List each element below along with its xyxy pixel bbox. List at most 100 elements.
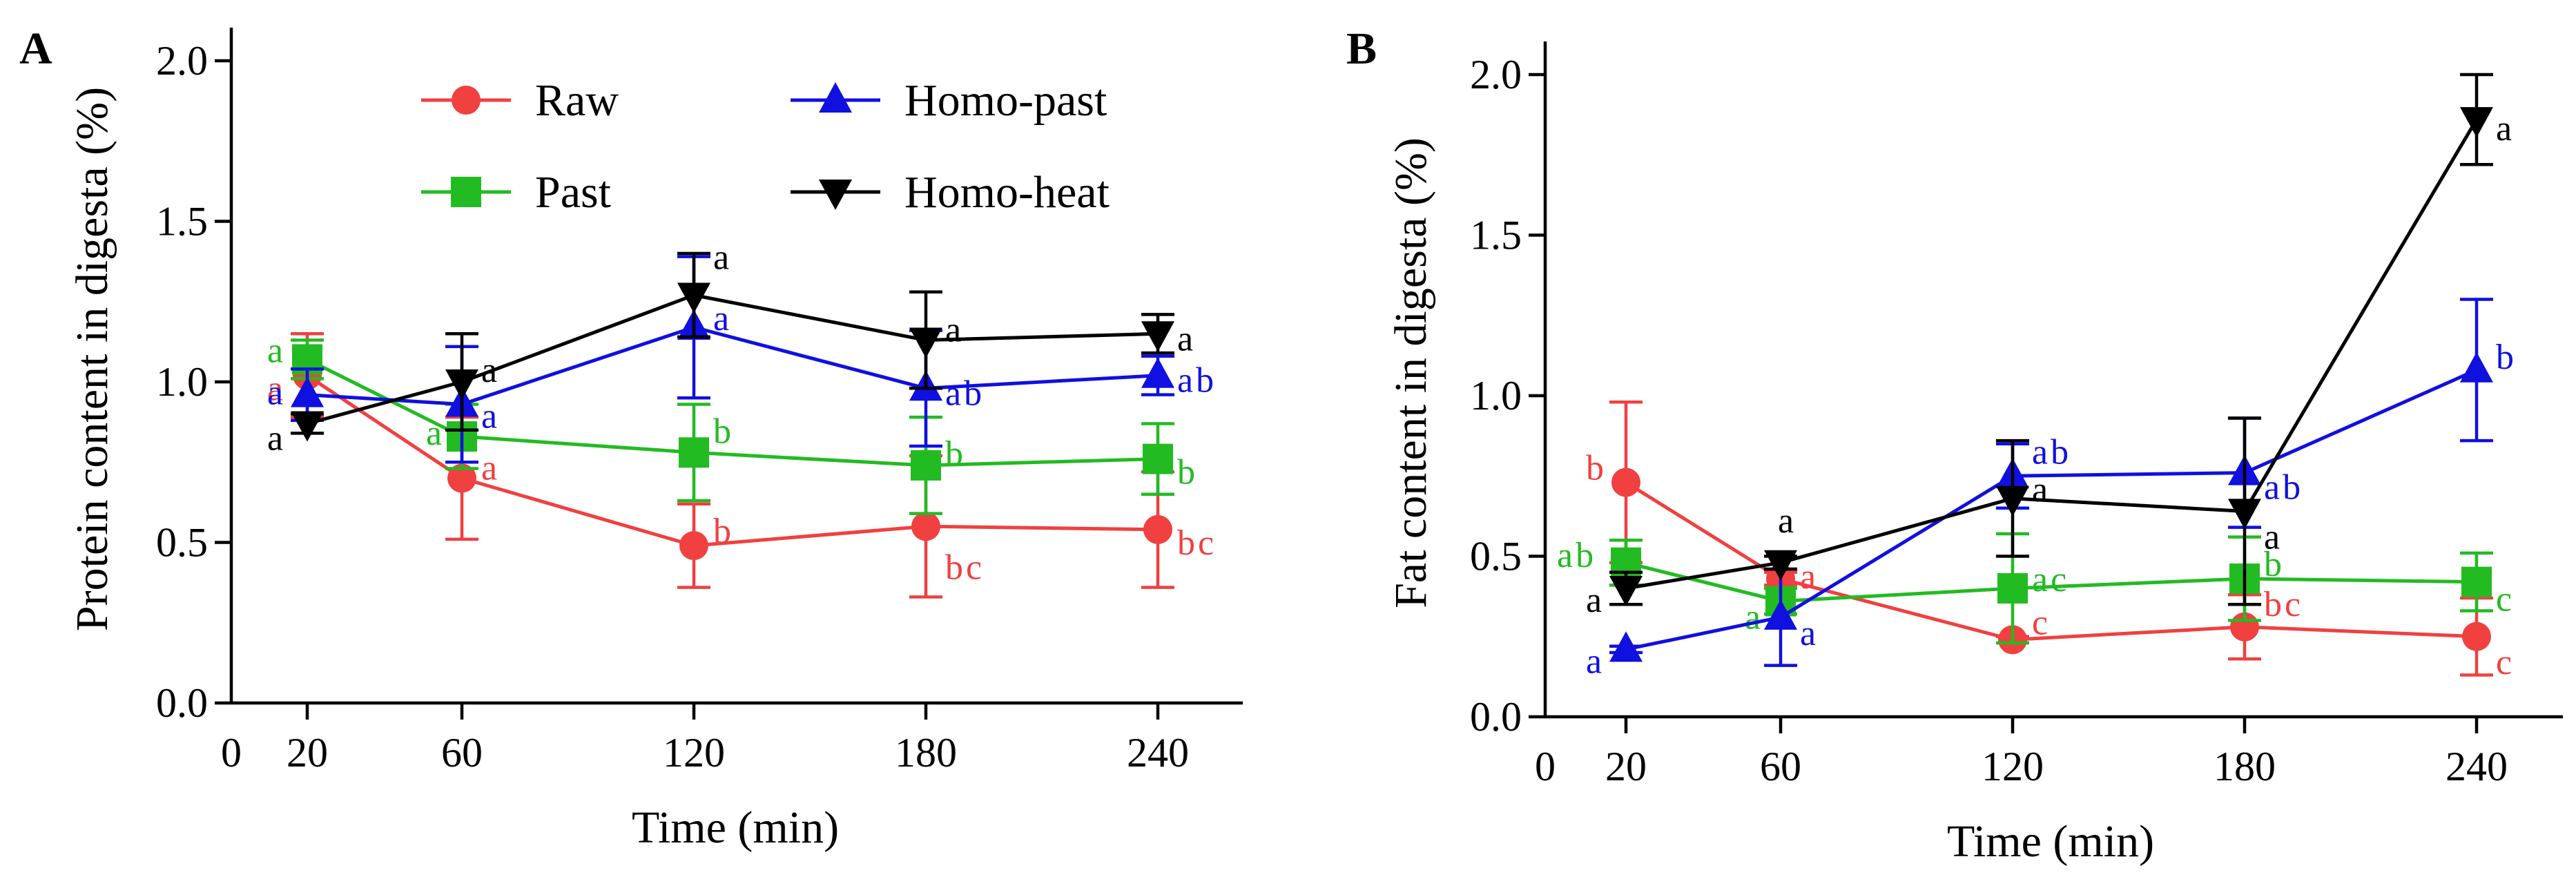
legend-marker bbox=[819, 180, 852, 210]
y-tick-label: 2.0 bbox=[156, 38, 208, 84]
significance-label: a bbox=[713, 238, 732, 277]
data-point bbox=[677, 282, 710, 314]
panel-a-protein-chart: A 0.00.51.01.52.00 20 60 120 180 240aabbcbcaa… bbox=[19, 23, 1243, 853]
y-tick-label: 0.5 bbox=[1470, 534, 1522, 579]
data-point bbox=[1609, 576, 1643, 606]
significance-label: a bbox=[1800, 557, 1819, 597]
x-tick-label: 240 bbox=[1127, 730, 1189, 775]
significance-label: b bbox=[1177, 453, 1198, 492]
legend-marker bbox=[451, 177, 481, 207]
significance-label: a bbox=[267, 331, 286, 370]
y-tick-label: 2.0 bbox=[1470, 52, 1522, 97]
significance-label: a bbox=[267, 374, 286, 413]
data-point bbox=[1996, 485, 2029, 517]
data-point bbox=[291, 376, 324, 407]
legend-item-raw: Raw bbox=[421, 75, 619, 126]
legend-a: Raw Past Homo-past Homo-heat bbox=[421, 75, 1110, 218]
significance-label: ac bbox=[2032, 560, 2069, 599]
x-tick-label: 0 bbox=[1535, 744, 1556, 789]
significance-label: a bbox=[2032, 470, 2051, 510]
significance-label: b bbox=[2264, 545, 2285, 584]
panel-a-letter: A bbox=[19, 23, 52, 74]
x-tick-label: 120 bbox=[663, 730, 725, 775]
data-point bbox=[1997, 573, 2028, 604]
data-point bbox=[679, 531, 708, 561]
legend-label: Raw bbox=[535, 75, 619, 126]
data-point bbox=[911, 450, 941, 481]
data-point bbox=[1143, 443, 1173, 474]
significance-label: bc bbox=[2264, 585, 2303, 624]
data-point bbox=[445, 369, 478, 400]
significance-label: bc bbox=[1177, 523, 1217, 563]
data-point bbox=[1611, 468, 1640, 497]
data-point bbox=[679, 437, 709, 468]
x-axis-title-a: Time (min) bbox=[632, 802, 839, 853]
significance-label: ab bbox=[2264, 468, 2303, 508]
significance-label: ab bbox=[1557, 536, 1596, 575]
significance-label: a bbox=[1745, 598, 1763, 637]
y-tick-label: 0.0 bbox=[156, 680, 208, 726]
significance-label: a bbox=[1778, 501, 1797, 541]
data-point bbox=[2462, 621, 2491, 651]
legend-marker bbox=[819, 82, 852, 113]
significance-label: a bbox=[2264, 517, 2283, 557]
y-tick-label: 1.5 bbox=[156, 199, 208, 244]
data-point bbox=[1609, 631, 1643, 662]
significance-label: c bbox=[2496, 580, 2515, 619]
y-axis-title-b: Fat content in digesta (%) bbox=[1386, 137, 1436, 608]
data-point bbox=[1764, 550, 1797, 581]
significance-label: a bbox=[1177, 319, 1196, 358]
significance-label: a bbox=[481, 397, 500, 436]
data-point bbox=[1141, 357, 1174, 388]
significance-label: a bbox=[1800, 614, 1819, 653]
legend-label: Past bbox=[535, 167, 611, 218]
significance-label: ab bbox=[945, 374, 985, 413]
x-axis-title-b: Time (min) bbox=[1947, 816, 2154, 867]
legend-item-past: Past bbox=[421, 167, 611, 218]
panel-b-letter: B bbox=[1346, 23, 1377, 74]
significance-label: a bbox=[481, 449, 500, 488]
y-axis-title-a: Protein content in digesta (%) bbox=[67, 87, 117, 631]
y-tick-label: 0.5 bbox=[156, 520, 208, 566]
x-tick-label: 0 bbox=[221, 730, 242, 775]
legend-label: Homo-heat bbox=[904, 167, 1110, 218]
legend-marker bbox=[452, 86, 481, 115]
data-point bbox=[291, 411, 324, 442]
data-point bbox=[1764, 599, 1797, 630]
significance-label: a bbox=[267, 369, 286, 409]
data-point bbox=[2460, 107, 2493, 138]
data-point bbox=[2228, 499, 2261, 530]
significance-label: b bbox=[1586, 449, 1607, 488]
legend-item-homo_past: Homo-past bbox=[791, 75, 1107, 126]
significance-label: ab bbox=[2032, 432, 2071, 472]
significance-label: b bbox=[713, 512, 734, 551]
data-point bbox=[2460, 351, 2493, 383]
significance-label: c bbox=[2032, 603, 2051, 642]
series-line bbox=[1625, 118, 2479, 590]
data-point bbox=[1143, 514, 1172, 544]
data-point bbox=[1141, 321, 1174, 352]
x-tick-label: 20 bbox=[287, 730, 328, 775]
significance-label: a bbox=[267, 418, 286, 458]
significance-label: a bbox=[1586, 581, 1605, 620]
significance-label: a bbox=[713, 299, 732, 338]
x-tick-label: 180 bbox=[895, 730, 957, 775]
significance-label: c bbox=[2496, 643, 2515, 682]
series-past: aa bb b bbox=[267, 331, 1198, 515]
x-tick-label: 60 bbox=[441, 730, 483, 775]
significance-label: a bbox=[481, 351, 500, 390]
y-tick-label: 1.0 bbox=[1470, 373, 1522, 418]
significance-label: bc bbox=[945, 548, 985, 587]
significance-label: b bbox=[2496, 338, 2517, 377]
data-point bbox=[447, 463, 476, 493]
x-tick-label: 120 bbox=[1982, 744, 2044, 789]
significance-label: ab bbox=[1177, 361, 1217, 401]
